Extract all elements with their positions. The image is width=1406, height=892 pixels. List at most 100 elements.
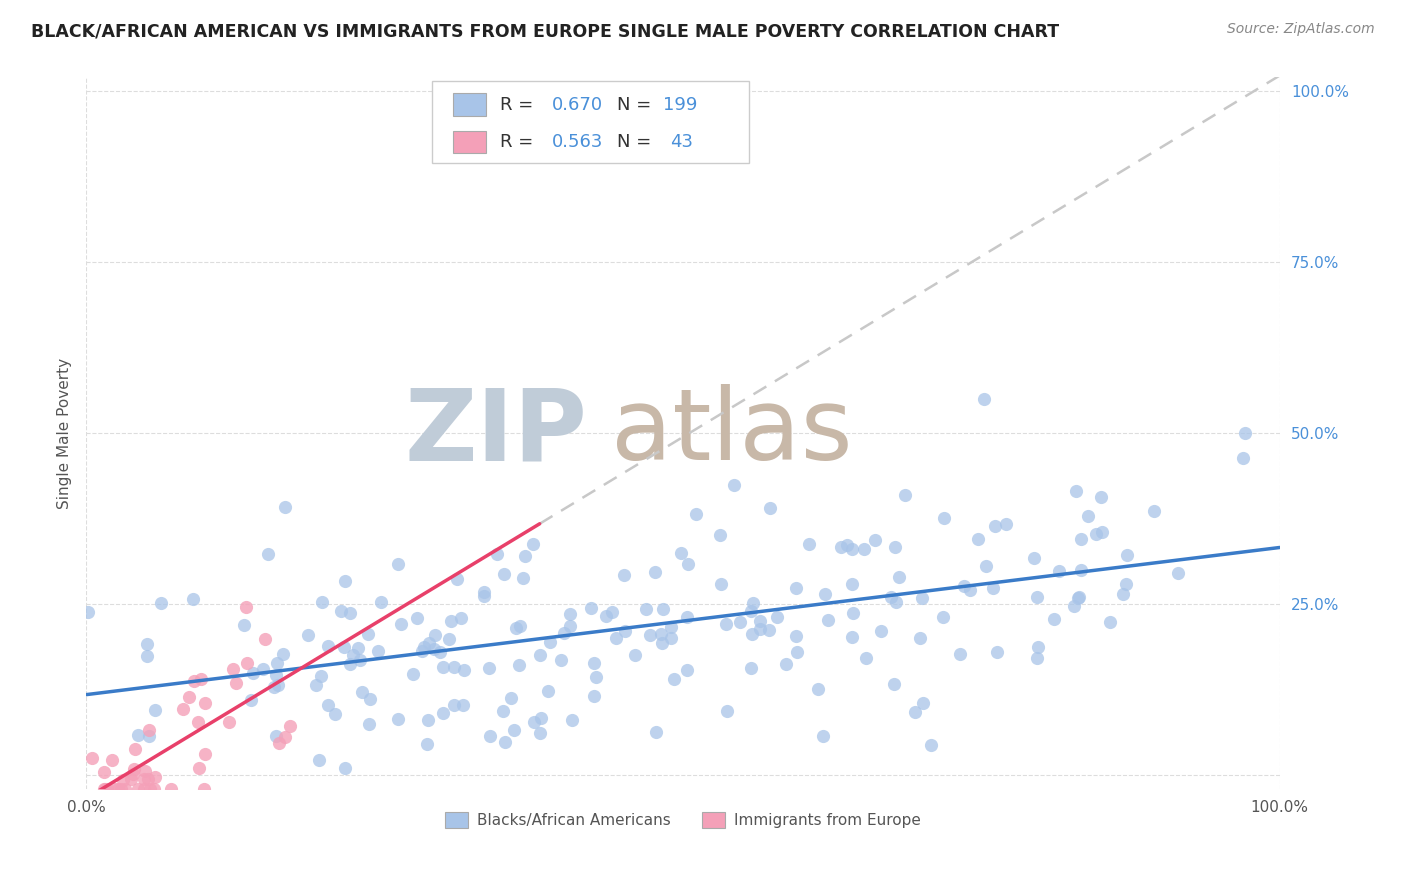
Point — [387, 557, 409, 571]
Point — [472, 585, 495, 599]
Point — [650, 626, 672, 640]
Point — [509, 619, 531, 633]
Point — [855, 651, 877, 665]
Text: Source: ZipAtlas.com: Source: ZipAtlas.com — [1227, 22, 1375, 37]
Point — [311, 594, 333, 608]
Point — [325, 706, 347, 721]
Point — [101, 753, 124, 767]
Point — [267, 736, 290, 750]
Point — [758, 500, 780, 515]
Point — [852, 542, 875, 557]
Point — [389, 616, 412, 631]
Point — [785, 581, 807, 595]
Point — [1047, 565, 1070, 579]
Point — [740, 661, 762, 675]
Point — [817, 613, 839, 627]
Point — [1077, 509, 1099, 524]
Point — [107, 781, 129, 796]
Point — [870, 624, 893, 639]
Point — [138, 723, 160, 737]
Point — [253, 632, 276, 647]
Point — [423, 628, 446, 642]
Point — [112, 772, 135, 787]
Point — [187, 761, 209, 775]
Point — [583, 656, 606, 670]
Text: R =: R = — [501, 133, 533, 151]
Point — [432, 660, 454, 674]
Point — [887, 570, 910, 584]
Point — [676, 610, 699, 624]
Point — [193, 781, 215, 796]
Point — [662, 672, 685, 686]
Point — [333, 761, 356, 775]
Point — [450, 611, 472, 625]
Point — [893, 488, 915, 502]
Point — [903, 706, 925, 720]
Point — [582, 689, 605, 703]
Point — [1070, 563, 1092, 577]
Point — [138, 729, 160, 743]
Point — [94, 781, 117, 796]
Point — [863, 533, 886, 548]
Point — [1111, 587, 1133, 601]
Point — [1064, 483, 1087, 498]
Point — [813, 587, 835, 601]
Point — [553, 625, 575, 640]
Point — [530, 711, 553, 725]
Point — [443, 698, 465, 712]
Point — [837, 539, 859, 553]
Point — [134, 764, 156, 779]
Point — [446, 572, 468, 586]
Point — [316, 698, 339, 712]
Point — [1232, 451, 1254, 466]
Point — [264, 668, 287, 682]
Point — [122, 767, 145, 781]
Point — [122, 762, 145, 776]
Point — [494, 567, 516, 582]
Point — [984, 519, 1007, 533]
Point — [659, 631, 682, 645]
Point — [714, 617, 737, 632]
Point — [82, 750, 104, 764]
Point — [974, 559, 997, 574]
Point — [443, 660, 465, 674]
Point — [879, 590, 901, 604]
Point — [387, 712, 409, 726]
Point — [143, 703, 166, 717]
Point — [179, 690, 201, 705]
Point — [235, 656, 257, 670]
Point — [181, 591, 204, 606]
Point — [367, 644, 389, 658]
Point — [266, 656, 288, 670]
Point — [451, 698, 474, 712]
Point — [305, 678, 328, 692]
FancyBboxPatch shape — [432, 81, 748, 162]
Point — [309, 669, 332, 683]
Point — [494, 735, 516, 749]
Point — [472, 590, 495, 604]
Point — [127, 728, 149, 742]
Point — [132, 781, 155, 796]
Point — [183, 673, 205, 688]
Point — [1026, 640, 1049, 654]
Point — [1143, 504, 1166, 518]
Text: 0.670: 0.670 — [551, 95, 603, 113]
Point — [142, 781, 165, 796]
Point — [308, 754, 330, 768]
Point — [529, 726, 551, 740]
Point — [242, 666, 264, 681]
Point — [267, 678, 290, 692]
Point — [797, 537, 820, 551]
Text: R =: R = — [501, 95, 533, 113]
Point — [160, 781, 183, 796]
Text: BLACK/AFRICAN AMERICAN VS IMMIGRANTS FROM EUROPE SINGLE MALE POVERTY CORRELATION: BLACK/AFRICAN AMERICAN VS IMMIGRANTS FRO… — [31, 22, 1059, 40]
Point — [613, 568, 636, 582]
Point — [501, 690, 523, 705]
Point — [239, 693, 262, 707]
Point — [623, 648, 645, 663]
Point — [429, 645, 451, 659]
Point — [920, 738, 942, 752]
Point — [120, 772, 142, 787]
Point — [775, 657, 797, 671]
Point — [652, 602, 675, 616]
